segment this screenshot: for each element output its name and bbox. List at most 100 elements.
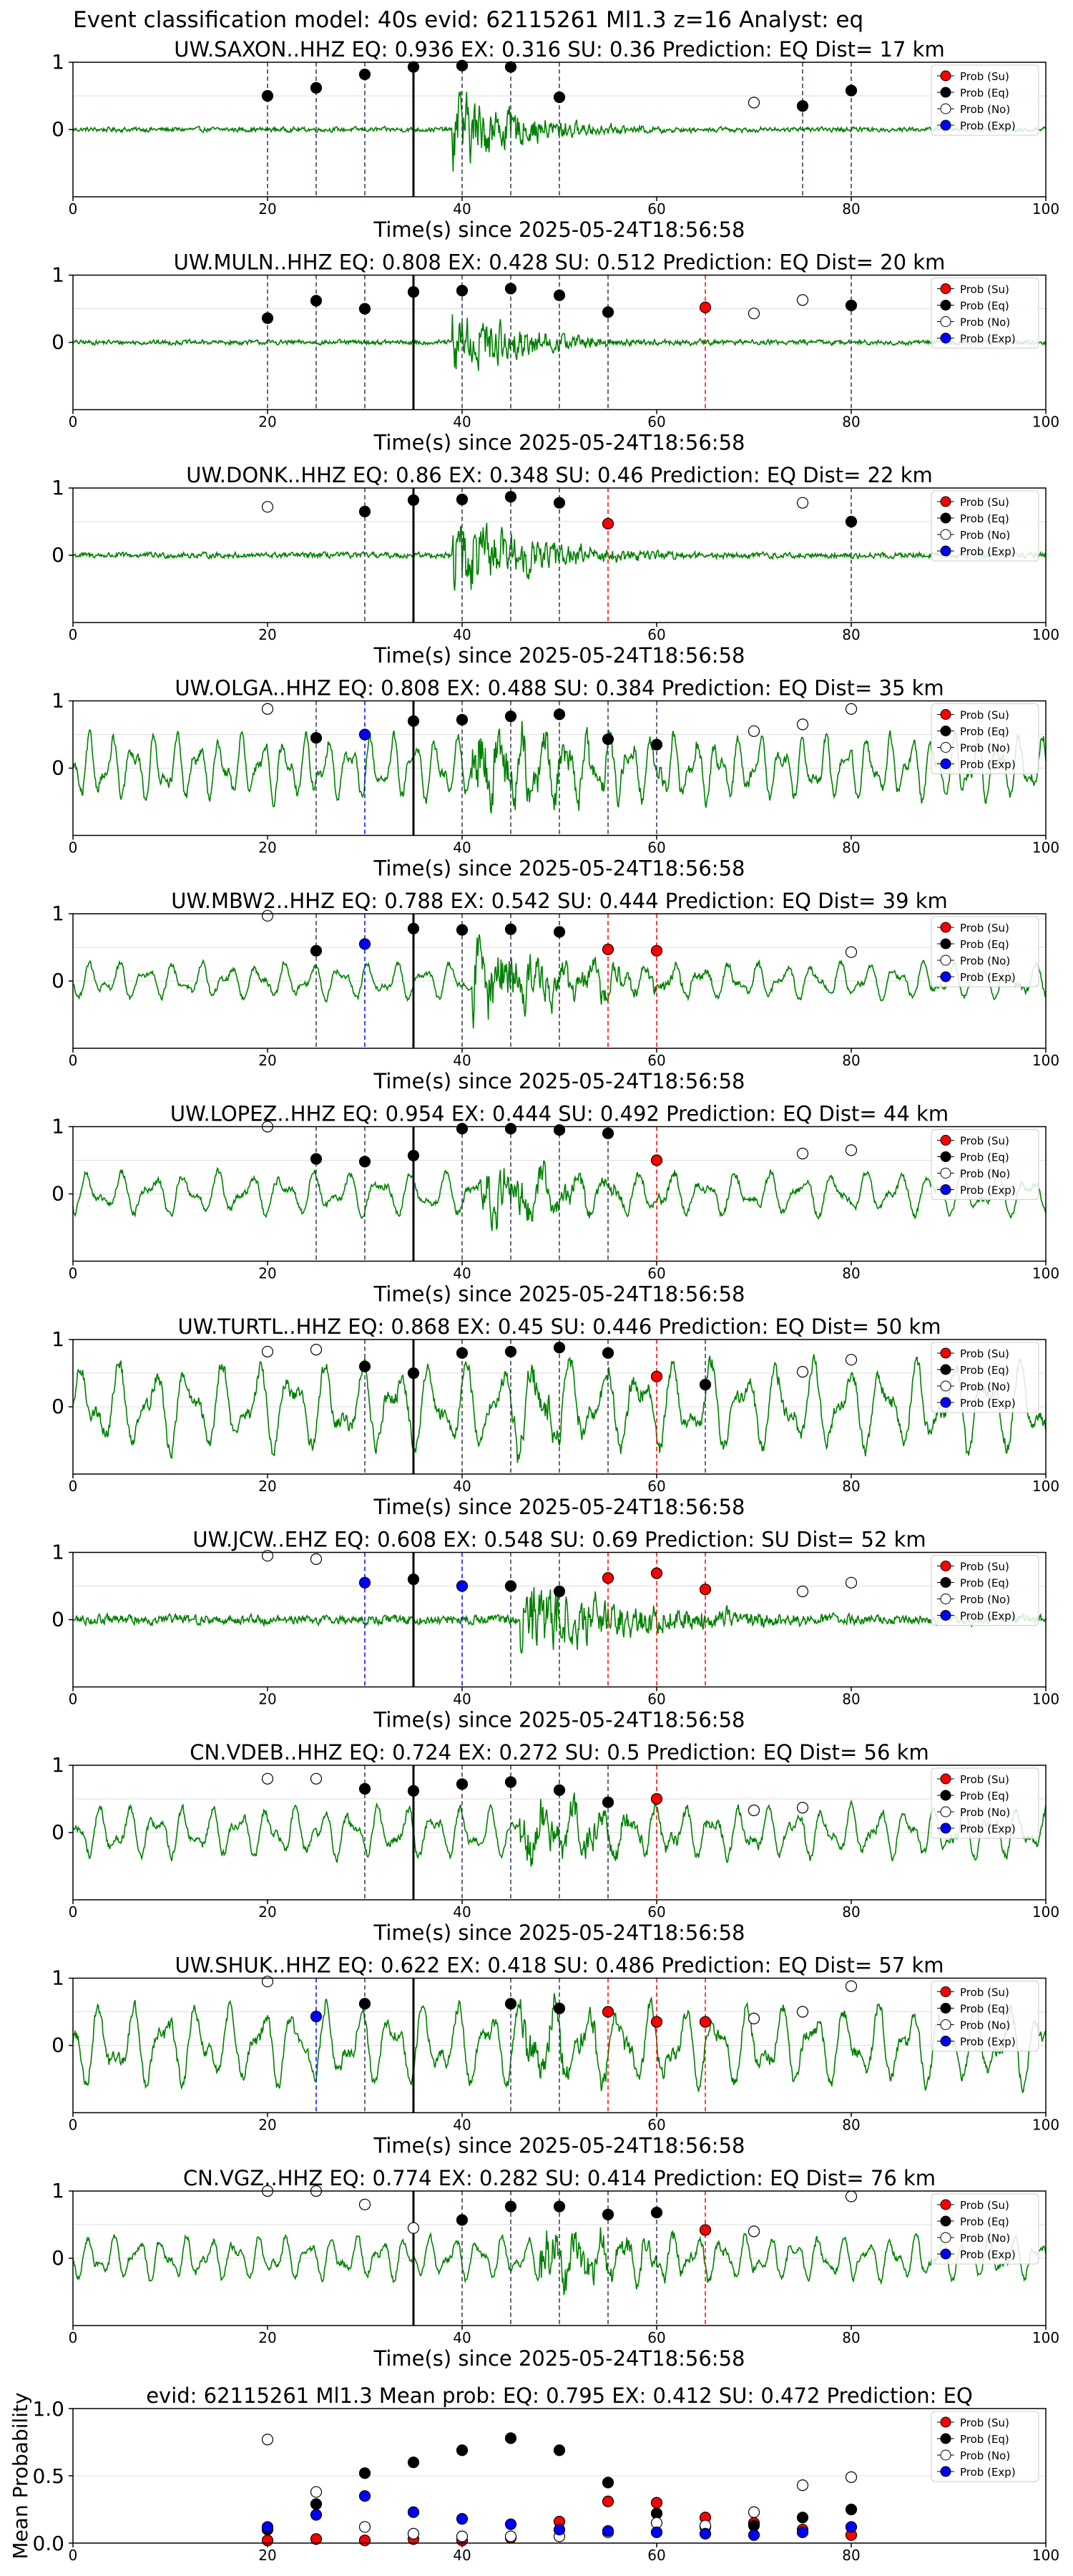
mean-marker-exp [553, 2524, 566, 2536]
prob-marker-exp [456, 1580, 469, 1592]
y-tick-label: 0.5 [32, 2464, 64, 2488]
prob-marker-eq [553, 926, 566, 938]
prob-marker-no [796, 1147, 809, 1160]
prob-marker-eq [407, 715, 420, 727]
prob-marker-su [602, 2006, 614, 2018]
prob-marker-eq [553, 497, 566, 509]
prob-marker-eq [358, 505, 371, 518]
legend-label-su: Prob (Su) [960, 922, 1009, 935]
legend-marker-su [940, 1986, 951, 1997]
x-tick-label: 80 [842, 2117, 860, 2134]
legend-marker-exp [940, 1397, 951, 1408]
mean-panel-title: evid: 62115261 Ml1.3 Mean prob: EQ: 0.79… [146, 2384, 973, 2408]
legend-label-exp: Prob (Exp) [960, 758, 1016, 771]
prob-marker-su [699, 1584, 712, 1596]
x-tick-label: 100 [1032, 200, 1059, 218]
prob-marker-no [796, 1802, 809, 1814]
waveform-trace [72, 314, 1047, 371]
x-tick-label: 20 [258, 2329, 276, 2346]
waveform-trace [72, 1354, 1047, 1463]
prob-marker-eq [310, 82, 323, 94]
legend-label-no: Prob (No) [960, 742, 1010, 755]
legend-label-su: Prob (Su) [960, 2199, 1009, 2212]
waveform-trace [72, 721, 1047, 814]
x-tick-label: 40 [453, 2547, 471, 2564]
x-tick-label: 100 [1032, 2117, 1059, 2134]
legend-label-no: Prob (No) [960, 2232, 1010, 2245]
prob-marker-su [650, 1154, 663, 1166]
y-tick-label: 0 [52, 2246, 64, 2270]
panel-title: UW.JCW..EHZ EQ: 0.608 EX: 0.548 SU: 0.69… [192, 1528, 926, 1552]
legend-marker-no [940, 1380, 951, 1392]
panel-xlabel: Time(s) since 2025-05-24T18:56:58 [373, 1495, 745, 1519]
prob-marker-eq [261, 89, 274, 102]
y-tick-label: 1 [52, 689, 64, 713]
prob-marker-eq [504, 2200, 517, 2212]
mean-marker-eq [310, 2498, 323, 2510]
x-tick-label: 60 [647, 626, 665, 643]
x-tick-label: 100 [1032, 1265, 1059, 1282]
y-tick-label: 0.0 [32, 2532, 64, 2555]
legend-label-exp: Prob (Exp) [960, 545, 1016, 558]
x-tick-label: 100 [1032, 2547, 1059, 2564]
x-tick-label: 100 [1032, 626, 1059, 643]
y-tick-label: 1 [52, 1541, 64, 1564]
legend-label-eq: Prob (Eq) [960, 300, 1009, 313]
prob-marker-eq [504, 283, 517, 295]
prob-marker-exp [358, 728, 371, 741]
prob-marker-no [358, 2198, 371, 2210]
prob-marker-no [845, 1354, 858, 1366]
mean-panel-ylabel: Mean Probability [9, 2392, 32, 2559]
x-tick-label: 40 [453, 2117, 471, 2134]
prob-marker-su [650, 2016, 663, 2028]
x-tick-label: 0 [69, 1265, 78, 1282]
prob-marker-eq [358, 1998, 371, 2010]
y-tick-label: 0 [52, 1608, 64, 1631]
y-tick-label: 1 [52, 1753, 64, 1777]
prob-marker-eq [358, 1782, 371, 1795]
prob-marker-no [261, 1772, 274, 1785]
x-tick-label: 60 [647, 2547, 665, 2564]
mean-marker-eq [602, 2477, 614, 2489]
prob-marker-eq [504, 1580, 517, 1592]
x-tick-label: 0 [69, 2117, 78, 2134]
prob-marker-no [407, 2222, 420, 2234]
panel-title: CN.VGZ..HHZ EQ: 0.774 EX: 0.282 SU: 0.41… [183, 2166, 936, 2190]
mean-marker-exp [504, 2518, 517, 2530]
prob-marker-eq [358, 1156, 371, 1168]
legend-label-no: Prob (No) [960, 955, 1010, 967]
panel-xlabel: Time(s) since 2025-05-24T18:56:58 [373, 2346, 745, 2371]
prob-marker-su [650, 1792, 663, 1805]
x-tick-label: 20 [258, 1478, 276, 1495]
panel-title: UW.LOPEZ..HHZ EQ: 0.954 EX: 0.444 SU: 0.… [170, 1102, 949, 1126]
mean-marker-no [796, 2479, 809, 2492]
legend-label-no: Prob (No) [960, 1168, 1010, 1181]
legend-box [931, 1129, 1039, 1200]
mean-marker-exp [407, 2506, 420, 2518]
mean-marker-exp [261, 2521, 274, 2533]
prob-marker-eq [553, 1342, 566, 1354]
prob-marker-eq [699, 1378, 712, 1391]
legend-marker-exp [940, 971, 951, 982]
y-tick-label: 1 [52, 1327, 64, 1351]
legend-marker-no [940, 1168, 951, 1179]
x-tick-label: 20 [258, 1265, 276, 1282]
prob-marker-eq [358, 68, 371, 81]
mean-marker-exp [650, 2526, 663, 2539]
legend-label-no: Prob (No) [960, 1594, 1010, 1606]
prob-marker-eq [456, 285, 469, 297]
prob-marker-no [845, 2190, 858, 2202]
legend-marker-eq [940, 1577, 951, 1588]
x-tick-label: 100 [1032, 1478, 1059, 1495]
legend-marker-su [940, 283, 951, 294]
legend-box [931, 703, 1039, 774]
x-tick-label: 60 [647, 1265, 665, 1282]
mean-marker-no [456, 2530, 469, 2542]
prob-marker-su [650, 1567, 663, 1579]
legend-marker-su [940, 1135, 951, 1146]
prob-marker-no [845, 1144, 858, 1156]
prob-marker-eq [504, 923, 517, 935]
y-tick-label: 1.0 [32, 2397, 64, 2421]
